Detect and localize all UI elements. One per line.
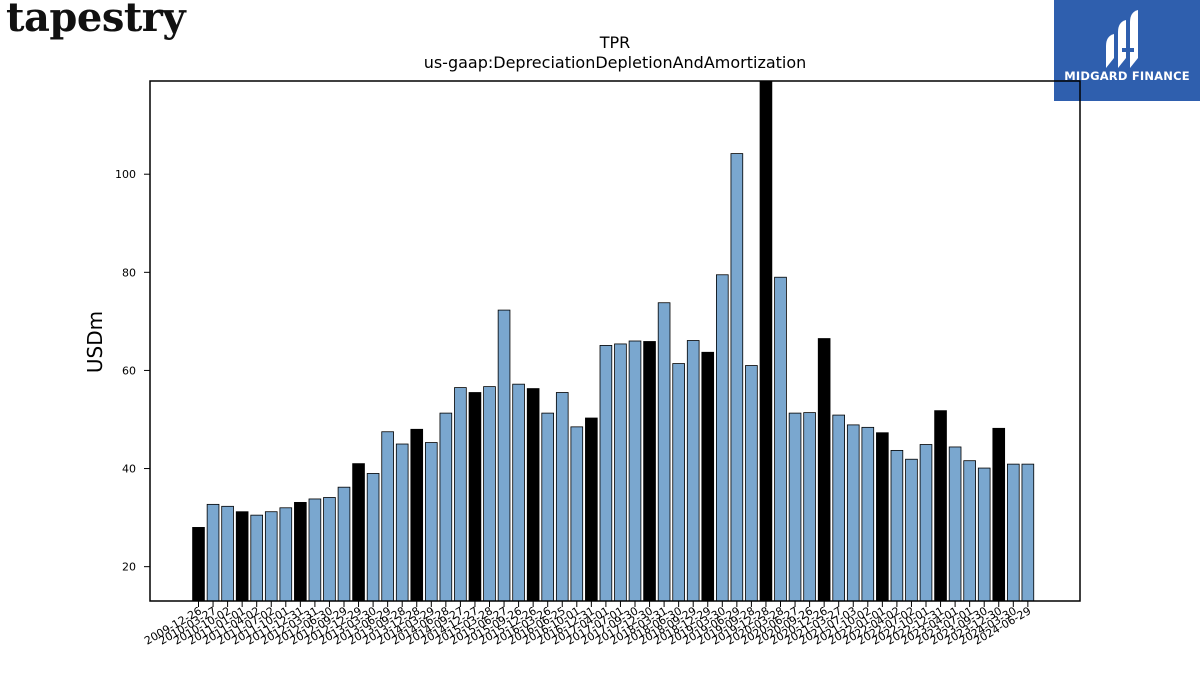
- y-tick-label: 20: [122, 561, 136, 574]
- bar: [221, 505, 234, 602]
- bar: [395, 443, 409, 602]
- bar: [323, 497, 336, 602]
- y-axis: 20 40 60 80 100: [115, 168, 150, 574]
- bar: [977, 467, 991, 602]
- bar: [803, 412, 816, 602]
- bar: [439, 412, 453, 602]
- bar: [206, 503, 220, 602]
- bar: [716, 274, 729, 602]
- bar: [235, 511, 249, 602]
- bar: [890, 449, 904, 602]
- bar: [599, 345, 613, 602]
- y-tick-label: 100: [115, 168, 136, 181]
- bar: [483, 386, 496, 602]
- bar: [948, 446, 962, 602]
- bar: [643, 341, 656, 602]
- y-tick-label: 40: [122, 463, 136, 476]
- bar: [817, 338, 831, 602]
- bar: [570, 426, 584, 602]
- bar: [337, 486, 351, 602]
- bar: [454, 387, 467, 602]
- bar: [774, 276, 787, 602]
- bar: [934, 410, 947, 602]
- bar: [585, 417, 598, 602]
- bar: [555, 392, 569, 602]
- bar: [541, 412, 554, 602]
- bar: [424, 442, 438, 602]
- bar: [905, 458, 918, 602]
- bar: [1007, 463, 1020, 602]
- chart-title: TPR: [599, 33, 631, 52]
- bar: [614, 343, 627, 602]
- bar: [366, 473, 380, 602]
- brand-logo-text: tapestry: [6, 0, 186, 41]
- bar: [963, 460, 976, 602]
- chart-subtitle: us-gaap:DepreciationDepletionAndAmortiza…: [424, 53, 807, 72]
- bar: [468, 392, 482, 602]
- bar: [846, 424, 860, 602]
- midgard-finance-logo: MIDGARD FINANCE: [1054, 0, 1200, 101]
- bar: [294, 501, 307, 602]
- plot-frame: [149, 80, 1081, 602]
- bar: [701, 351, 715, 602]
- y-tick-label: 60: [122, 364, 136, 377]
- bar: [992, 427, 1006, 602]
- bar: [686, 340, 700, 602]
- x-axis: 2009-12-262010-03-272010-10-022011-01-01…: [142, 601, 1033, 648]
- midgard-logo-icon: [1106, 10, 1138, 68]
- logo-label: MIDGARD FINANCE: [1064, 69, 1190, 83]
- bar: [788, 412, 802, 602]
- bar: [832, 414, 845, 602]
- bar: [352, 463, 365, 602]
- bar: [672, 363, 685, 602]
- y-tick-label: 80: [122, 266, 136, 279]
- bar: [526, 388, 540, 602]
- bar: [381, 431, 394, 602]
- bar: [264, 511, 278, 602]
- bar: [730, 153, 744, 602]
- bar: [192, 527, 205, 602]
- bar: [759, 80, 773, 602]
- bar: [745, 365, 758, 602]
- bar: [512, 383, 525, 602]
- bar: [250, 514, 264, 602]
- bar: [410, 428, 424, 602]
- bar: [1021, 463, 1035, 602]
- bar: [497, 309, 511, 602]
- bar: [657, 302, 671, 602]
- bar: [628, 340, 642, 602]
- bar: [861, 426, 875, 602]
- bars-group: [192, 80, 1035, 602]
- bar: [279, 507, 293, 602]
- bar: [919, 444, 933, 602]
- bar: [308, 498, 322, 602]
- y-axis-label: USDm: [83, 311, 107, 373]
- bar: [876, 432, 889, 602]
